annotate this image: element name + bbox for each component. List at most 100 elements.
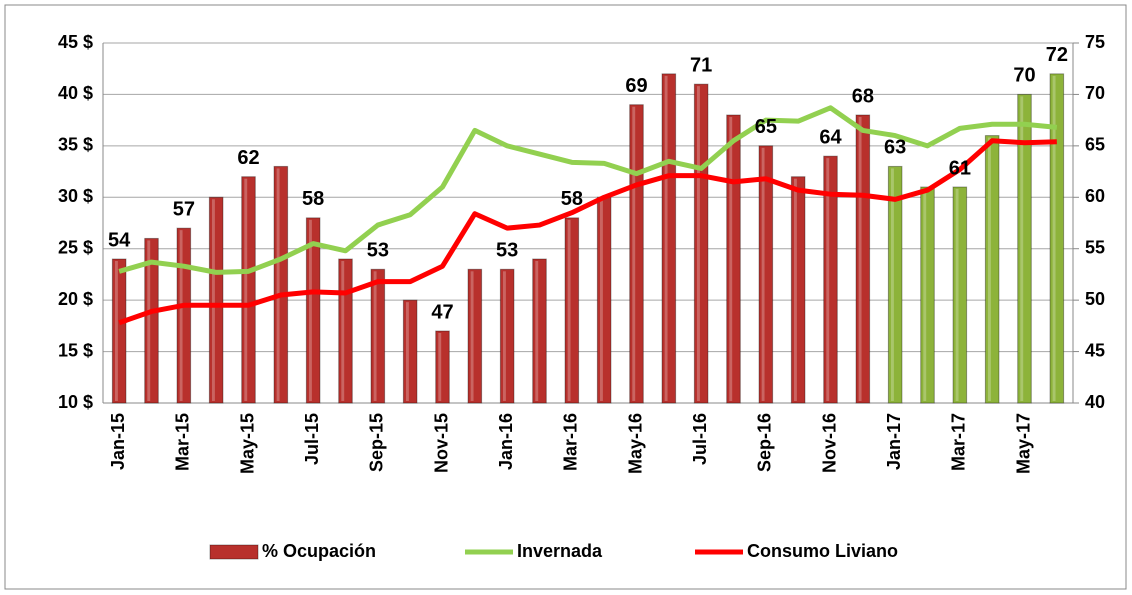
bar-shine [373,271,377,401]
bar-shine [632,106,636,401]
bar [241,176,256,404]
bar-shine [761,147,765,401]
y-tick-label: 25 $ [58,237,93,257]
x-tick-label: Nov-16 [819,413,839,473]
bar-shine [955,189,959,401]
y2-tick-label: 65 [1085,135,1105,155]
bar [596,196,612,404]
bar-shine [341,261,345,401]
legend-item: % Ocupación [209,541,376,561]
bar-shine [405,302,409,401]
bar-shine [858,117,862,401]
bar [887,165,903,404]
bar-shine [890,168,894,401]
bar [532,258,547,404]
legend-label: Invernada [517,541,603,561]
bar-shine [114,261,118,401]
y-tick-label: 40 $ [58,83,93,103]
y-tick-label: 45 $ [58,32,93,52]
value-label: 63 [884,137,906,159]
bar [952,186,968,404]
bar-shine [923,189,927,401]
bar [758,145,774,404]
y-tick-label: 15 $ [58,340,93,360]
bar-shine [1052,75,1056,401]
x-tick-label: Jul-16 [690,413,710,465]
bar-shine [696,86,700,402]
x-tick-label: May-15 [237,413,257,474]
bar [435,330,450,404]
bar-shine [793,178,797,401]
value-label: 70 [1013,65,1035,87]
value-label: 53 [367,240,389,262]
bar-shine [535,261,539,401]
value-label: 47 [431,301,453,323]
legend-label: % Ocupación [262,541,376,561]
y2-tick-label: 40 [1085,392,1105,412]
bar [467,268,483,404]
x-tick-label: Jan-17 [884,413,904,470]
bar-shine [244,178,248,401]
bar-shine [729,117,733,401]
bar-shine [308,219,312,401]
bar [402,299,418,404]
bar [111,258,127,404]
bar [984,135,1000,404]
y2-tick-label: 60 [1085,186,1105,206]
bar-shine [179,230,183,401]
bar [305,217,321,404]
bar [208,196,224,404]
y-tick-label: 30 $ [58,186,93,206]
bar-shine [211,199,215,401]
bar-shine [987,137,991,402]
x-tick-label: Mar-15 [173,413,193,471]
legend-label: Consumo Liviano [747,541,898,561]
x-tick-label: Jul-15 [302,413,322,465]
bar [855,114,871,404]
bar [693,83,709,404]
x-tick-label: Nov-15 [431,413,451,473]
value-label: 69 [625,75,647,97]
legend-item: Consumo Liviano [695,541,898,561]
bar-shine [438,333,442,401]
bar [370,268,386,404]
value-label: 57 [173,198,195,220]
bar-shine [147,240,151,401]
line [118,105,1058,275]
bar [661,73,677,404]
bar-shine [826,158,830,401]
value-label: 58 [302,188,324,210]
bar-shine [1020,96,1024,401]
x-tick-label: Jan-16 [496,413,516,470]
legend-swatch [209,544,259,560]
bar-shine [502,271,506,401]
value-label: 54 [108,229,131,251]
line [118,138,1057,326]
bar [144,237,159,404]
value-label: 64 [819,126,842,148]
value-label: 58 [561,188,583,210]
bar [726,114,741,404]
x-tick-label: Sep-16 [755,413,775,472]
y-tick-label: 20 $ [58,289,93,309]
bar [1049,73,1065,404]
bar [176,227,192,404]
value-label: 72 [1046,44,1068,66]
value-label: 61 [949,157,971,179]
x-tick-label: Jan-15 [108,413,128,470]
value-label: 65 [755,116,777,138]
value-label: 62 [237,147,259,169]
bar [1017,93,1032,404]
bar-shine [276,168,280,401]
bar [920,186,935,404]
legend-item: Invernada [465,541,603,561]
y2-tick-label: 50 [1085,289,1105,309]
bar-shine [664,75,668,401]
bar [273,165,289,404]
y-tick-label: 10 $ [58,392,93,412]
value-label: 71 [690,54,712,76]
bar-shine [599,199,603,401]
value-label: 68 [852,85,874,107]
bar-shine [470,271,474,401]
